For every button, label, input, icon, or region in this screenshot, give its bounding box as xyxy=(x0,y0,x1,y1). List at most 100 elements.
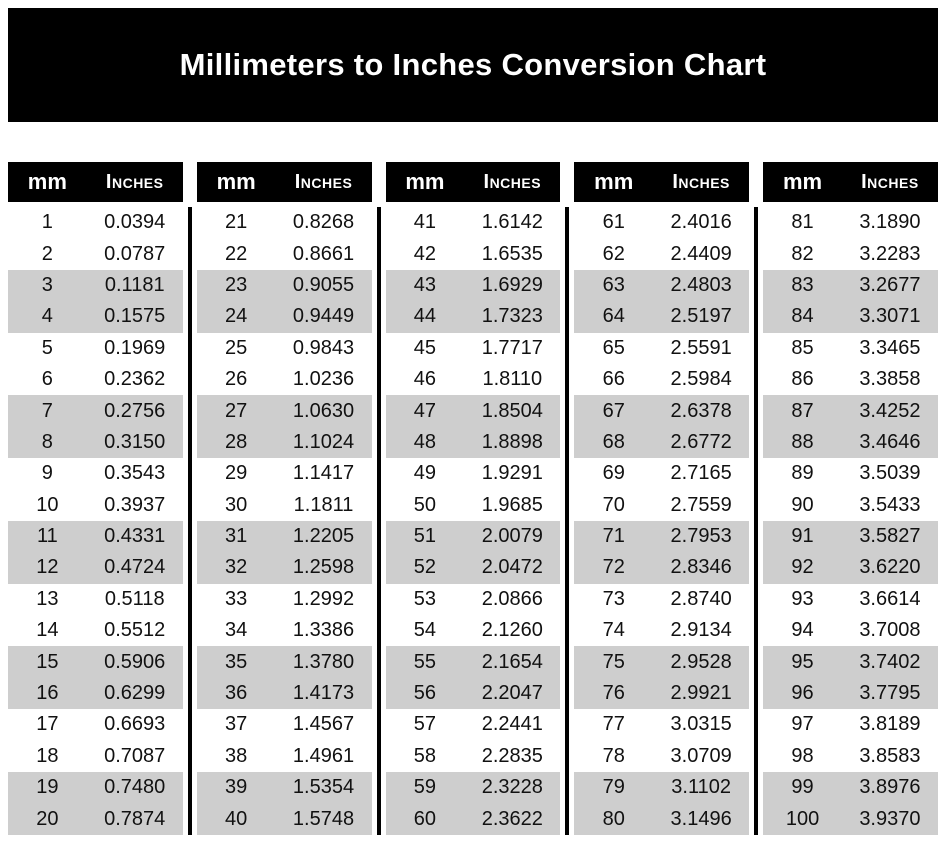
mm-value: 33 xyxy=(225,587,248,610)
inches-value: 1.3386 xyxy=(292,619,355,642)
inches-value: 3.3858 xyxy=(859,368,921,391)
page-title: Millimeters to Inches Conversion Chart xyxy=(179,47,767,82)
mm-value: 21 xyxy=(225,211,248,234)
inches-value: 3.2283 xyxy=(859,242,921,265)
inches-value: 1.4173 xyxy=(292,682,355,705)
table-header: mm Inches xyxy=(8,162,183,202)
table-row: 68 2.6772 xyxy=(574,426,750,459)
table-header: mm Inches xyxy=(385,162,561,202)
table-row: 56 2.2047 xyxy=(385,677,561,710)
mm-value: 66 xyxy=(602,368,625,391)
table-body: 41 1.6142 42 1.6535 43 1.6929 44 1.7323 45 1.7717… xyxy=(385,207,561,835)
inches-value: 3.0315 xyxy=(670,713,732,736)
mm-value: 39 xyxy=(225,776,248,799)
inches-value: 0.3543 xyxy=(104,462,166,485)
inches-value: 1.9685 xyxy=(481,493,543,516)
mm-value: 5 xyxy=(41,336,53,359)
mm-value: 86 xyxy=(791,368,814,391)
inches-value: 0.5118 xyxy=(104,587,165,610)
mm-value: 69 xyxy=(602,462,625,485)
table-row: 35 1.3780 xyxy=(196,646,372,678)
mm-header-label: mm xyxy=(594,169,634,194)
inches-value: 0.7480 xyxy=(104,776,166,799)
inches-value: 2.5197 xyxy=(670,305,732,328)
table-row: 34 1.3386 xyxy=(197,615,372,646)
table-row: 1 0.0394 xyxy=(8,207,183,238)
inches-header-label: Inches xyxy=(483,170,542,193)
inches-value: 3.7402 xyxy=(859,650,921,673)
mm-value: 25 xyxy=(225,336,248,359)
mm-value: 8 xyxy=(41,430,53,453)
conversion-table-2: mm Inches 21 0.8268 22 0.8661 23 0.9055 24 0.9449… xyxy=(196,162,372,835)
inches-value: 1.0236 xyxy=(292,368,355,391)
table-row: 49 1.9291 xyxy=(386,458,561,489)
table-row: 62 2.4409 xyxy=(574,238,749,269)
mm-value: 97 xyxy=(791,713,814,736)
table-row: 72 2.8346 xyxy=(574,552,750,584)
inches-value: 0.7874 xyxy=(104,807,166,830)
conversion-tables: mm Inches 1 0.0394 2 0.0787 3 0.1181 4 0.1575 5 0.1… xyxy=(8,162,938,835)
table-row: 31 1.2205 xyxy=(196,520,372,553)
inches-value: 2.8740 xyxy=(670,587,732,610)
mm-value: 26 xyxy=(225,368,248,391)
inches-value: 3.9370 xyxy=(859,807,921,830)
table-row: 86 3.3858 xyxy=(763,364,938,395)
mm-value: 19 xyxy=(36,776,59,799)
table-row: 70 2.7559 xyxy=(574,490,749,521)
table-row: 50 1.9685 xyxy=(386,490,561,521)
table-row: 43 1.6929 xyxy=(385,269,561,302)
table-row: 16 0.6299 xyxy=(8,677,183,710)
inches-value: 2.2441 xyxy=(481,713,543,736)
mm-value: 16 xyxy=(36,682,59,705)
inches-value: 3.4646 xyxy=(859,430,921,453)
table-row: 40 1.5748 xyxy=(196,803,372,835)
table-body: 1 0.0394 2 0.0787 3 0.1181 4 0.1575 5 0.1969 6 0.23… xyxy=(8,207,183,835)
table-row: 96 3.7795 xyxy=(763,677,938,710)
table-row: 4 0.1575 xyxy=(8,301,183,333)
mm-value: 14 xyxy=(36,619,59,642)
mm-value: 6 xyxy=(41,368,53,391)
table-divider xyxy=(565,207,570,835)
inches-value: 0.4724 xyxy=(104,556,166,579)
inches-value: 1.4961 xyxy=(292,744,355,767)
inches-value: 1.0630 xyxy=(292,399,355,422)
mm-value: 60 xyxy=(413,807,437,830)
mm-value: 34 xyxy=(225,619,248,642)
table-row: 22 0.8661 xyxy=(197,238,372,269)
mm-value: 58 xyxy=(413,744,437,767)
inches-value: 3.5433 xyxy=(859,493,921,516)
table-row: 57 2.2441 xyxy=(386,709,561,740)
inches-value: 0.9843 xyxy=(292,336,355,359)
inches-value: 3.7795 xyxy=(859,682,921,705)
title-banner: Millimeters to Inches Conversion Chart xyxy=(8,8,938,122)
inches-value: 0.0787 xyxy=(104,242,166,265)
table-row: 63 2.4803 xyxy=(574,269,750,302)
table-row: 99 3.8976 xyxy=(763,772,938,804)
inches-value: 2.4016 xyxy=(670,211,732,234)
inches-value: 3.1102 xyxy=(671,776,731,799)
inches-value: 2.1654 xyxy=(481,650,543,673)
table-row: 20 0.7874 xyxy=(8,803,183,835)
mm-value: 89 xyxy=(791,462,814,485)
mm-value: 28 xyxy=(225,430,248,453)
table-row: 14 0.5512 xyxy=(8,615,183,646)
inches-value: 2.4803 xyxy=(670,273,732,296)
table-body: 81 3.1890 82 3.2283 83 3.2677 84 3.3071 85 3.3465… xyxy=(763,207,938,835)
inches-value: 0.6693 xyxy=(104,713,166,736)
inches-value: 2.5984 xyxy=(670,368,732,391)
table-row: 42 1.6535 xyxy=(386,238,561,269)
inches-value: 1.8504 xyxy=(481,399,543,422)
table-row: 54 2.1260 xyxy=(386,615,561,646)
table-row: 12 0.4724 xyxy=(8,552,183,584)
inches-value: 2.0079 xyxy=(481,525,543,548)
mm-value: 24 xyxy=(225,305,248,328)
inches-value: 3.1890 xyxy=(859,211,921,234)
mm-value: 49 xyxy=(413,462,437,485)
mm-value: 35 xyxy=(225,650,248,673)
inches-value: 1.7717 xyxy=(481,336,543,359)
table-row: 23 0.9055 xyxy=(196,269,372,302)
inches-value: 2.7165 xyxy=(670,462,732,485)
table-row: 73 2.8740 xyxy=(574,584,749,615)
table-row: 6 0.2362 xyxy=(8,364,183,395)
inches-value: 1.1417 xyxy=(292,462,355,485)
